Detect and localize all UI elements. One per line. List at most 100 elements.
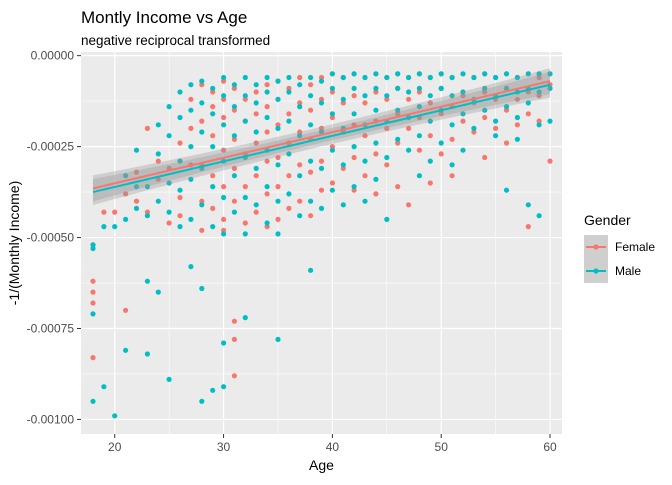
data-point-male: [275, 78, 281, 84]
data-point-female: [199, 118, 205, 124]
data-point-female: [221, 216, 227, 222]
data-point-male: [188, 107, 194, 113]
data-point-male: [460, 71, 466, 77]
data-point-male: [188, 264, 194, 270]
data-point-male: [242, 74, 248, 81]
data-point-female: [373, 89, 379, 95]
data-point-male: [406, 89, 412, 95]
legend: Gender Female Male: [584, 212, 655, 283]
data-point-female: [297, 129, 303, 135]
data-point-male: [155, 198, 161, 204]
data-point-male: [482, 85, 488, 91]
data-point-female: [231, 85, 237, 91]
data-point-male: [123, 173, 129, 179]
data-point-female: [210, 205, 216, 211]
data-point-male: [362, 158, 368, 164]
data-point-male: [253, 82, 259, 88]
y-tick-label: -0.00025: [27, 140, 75, 154]
data-point-female: [384, 96, 390, 102]
data-point-male: [210, 111, 216, 117]
data-point-female: [318, 158, 325, 164]
data-point-male: [221, 384, 227, 390]
data-point-female: [362, 173, 368, 179]
data-point-female: [427, 180, 433, 186]
data-point-female: [177, 140, 183, 146]
data-point-female: [221, 184, 227, 190]
data-point-female: [438, 151, 444, 157]
data-point-female: [406, 96, 412, 102]
legend-point-female: [593, 244, 599, 250]
data-point-male: [112, 224, 118, 230]
data-point-female: [493, 125, 499, 131]
data-point-male: [101, 384, 107, 390]
data-point-male: [242, 194, 248, 201]
data-point-male: [449, 162, 455, 168]
data-point-female: [144, 125, 150, 131]
data-point-male: [318, 165, 325, 171]
data-point-male: [351, 184, 357, 190]
data-point-female: [514, 96, 521, 102]
data-point-male: [416, 133, 422, 139]
data-point-female: [90, 278, 96, 284]
data-point-male: [253, 165, 259, 171]
grid-lines: [81, 52, 562, 434]
data-point-female: [275, 184, 281, 190]
data-point-male: [493, 133, 499, 139]
data-point-female: [275, 154, 281, 161]
data-point-female: [547, 158, 553, 164]
data-point-female: [482, 154, 488, 161]
data-point-female: [90, 289, 96, 295]
data-point-female: [275, 122, 281, 128]
data-point-male: [210, 387, 216, 393]
data-point-female: [133, 169, 140, 175]
data-point-male: [231, 104, 237, 110]
data-point-male: [329, 147, 335, 153]
data-point-male: [264, 184, 270, 190]
data-point-male: [482, 71, 488, 77]
data-point-male: [373, 107, 379, 113]
axes: 20 30 40 50 60 0.00000 -0.00025 -0.00050 -0.0007…: [27, 49, 557, 454]
data-point-female: [275, 216, 281, 222]
data-point-male: [155, 289, 161, 295]
data-point-male: [221, 340, 227, 346]
data-point-male: [242, 93, 248, 99]
y-tick-label: 0.00000: [31, 49, 75, 63]
data-point-female: [264, 158, 270, 164]
data-point-male: [318, 205, 325, 211]
data-point-female: [253, 140, 259, 146]
data-point-female: [188, 96, 194, 102]
data-point-male: [525, 202, 531, 208]
data-point-male: [427, 118, 433, 124]
chart-subtitle: negative reciprocal transformed: [81, 33, 270, 48]
data-point-male: [166, 209, 172, 215]
data-point-male: [460, 147, 466, 153]
data-point-male: [503, 85, 510, 91]
data-point-male: [318, 100, 325, 106]
data-point-male: [286, 74, 292, 81]
data-point-female: [340, 100, 346, 106]
data-point-male: [449, 74, 455, 81]
data-point-female: [297, 162, 303, 168]
data-point-male: [166, 104, 172, 110]
data-point-male: [177, 114, 183, 121]
data-point-female: [231, 318, 237, 324]
data-point-female: [427, 133, 433, 139]
data-point-male: [514, 74, 521, 81]
data-point-female: [525, 224, 531, 230]
data-point-female: [231, 336, 237, 342]
data-point-male: [286, 118, 292, 124]
data-point-female: [536, 93, 542, 99]
data-point-female: [231, 107, 237, 113]
data-point-female: [264, 224, 270, 230]
data-point-female: [318, 74, 325, 81]
data-point-male: [493, 74, 499, 81]
data-point-female: [297, 74, 303, 81]
data-point-female: [460, 118, 466, 124]
data-point-female: [416, 147, 422, 153]
x-tick-label: 60: [543, 440, 557, 454]
data-point-female: [362, 100, 368, 106]
data-point-male: [166, 133, 172, 139]
legend-point-male: [593, 268, 599, 274]
y-tick-label: -0.00075: [27, 321, 75, 335]
